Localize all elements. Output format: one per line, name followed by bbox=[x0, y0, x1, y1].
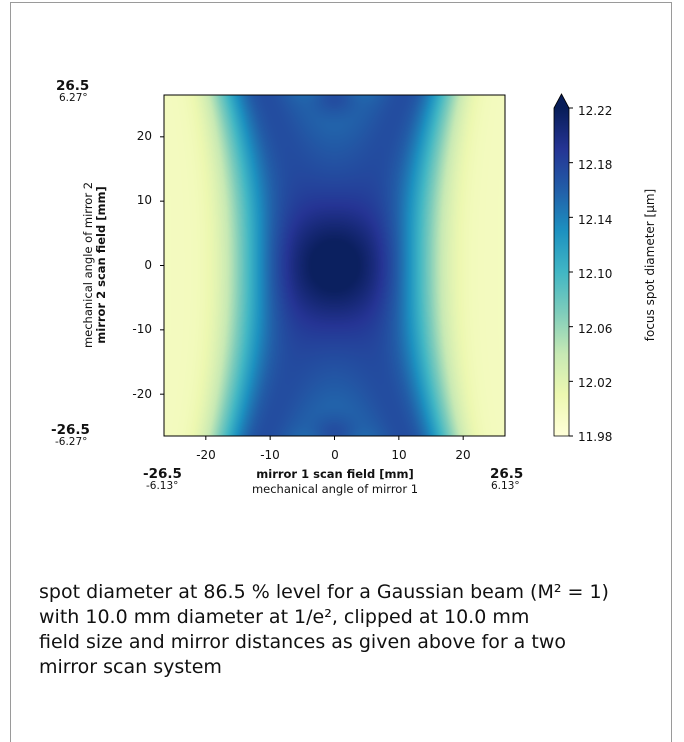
colorbar-tick-label: 11.98 bbox=[578, 430, 613, 444]
colorbar-label: focus spot diameter [μm] bbox=[643, 188, 657, 342]
x-min-label: -26.5 bbox=[143, 466, 182, 482]
y-tick-label: -20 bbox=[132, 387, 152, 401]
y-tick-label: 0 bbox=[144, 258, 152, 272]
plot-axes bbox=[160, 94, 506, 440]
x-tick-label: -20 bbox=[196, 448, 216, 462]
caption-line: with 10.0 mm diameter at 1/e², clipped a… bbox=[39, 606, 530, 628]
colorbar-tick-label: 12.22 bbox=[578, 104, 613, 118]
caption-line: field size and mirror distances as given… bbox=[39, 631, 566, 653]
caption-line: mirror scan system bbox=[39, 656, 222, 678]
x-tick-label: 20 bbox=[455, 448, 471, 462]
x-axis-secondary-label: mechanical angle of mirror 1 bbox=[251, 482, 419, 496]
caption-line: spot diameter at 86.5 % level for a Gaus… bbox=[39, 581, 609, 603]
colorbar-tick-label: 12.06 bbox=[578, 322, 613, 336]
x-tick-label: -10 bbox=[260, 448, 280, 462]
y-tick-label: 20 bbox=[136, 129, 152, 143]
colorbar-tick-label: 12.10 bbox=[578, 267, 613, 281]
colorbar bbox=[553, 93, 573, 437]
figure-frame bbox=[10, 2, 672, 742]
figure-caption: spot diameter at 86.5 % level for a Gaus… bbox=[39, 580, 649, 680]
x-tick-label: 0 bbox=[331, 448, 339, 462]
colorbar-tick-label: 12.14 bbox=[578, 213, 613, 227]
plot-border bbox=[163, 94, 506, 437]
x-tick-label: 10 bbox=[391, 448, 407, 462]
x-min-angle: -6.13° bbox=[146, 480, 179, 492]
colorbar-tick-label: 12.02 bbox=[578, 376, 613, 390]
x-max-label: 26.5 bbox=[490, 466, 524, 482]
heatmap-plot bbox=[164, 95, 505, 436]
y-min-label: -26.5 bbox=[51, 422, 90, 438]
y-axis-label: mirror 2 scan field [mm] bbox=[94, 186, 108, 344]
y-min-angle: -6.27° bbox=[55, 436, 88, 448]
colorbar-extend-arrow bbox=[554, 94, 569, 108]
colorbar-gradient bbox=[554, 108, 569, 436]
y-max-label: 26.5 bbox=[56, 78, 90, 94]
y-tick-label: 10 bbox=[136, 193, 152, 207]
y-max-angle: 6.27° bbox=[59, 92, 88, 104]
x-max-angle: 6.13° bbox=[491, 480, 520, 492]
y-axis-secondary-label: mechanical angle of mirror 2 bbox=[81, 181, 95, 349]
colorbar-tick-label: 12.18 bbox=[578, 158, 613, 172]
x-axis-label: mirror 1 scan field [mm] bbox=[256, 467, 414, 481]
y-tick-label: -10 bbox=[132, 322, 152, 336]
